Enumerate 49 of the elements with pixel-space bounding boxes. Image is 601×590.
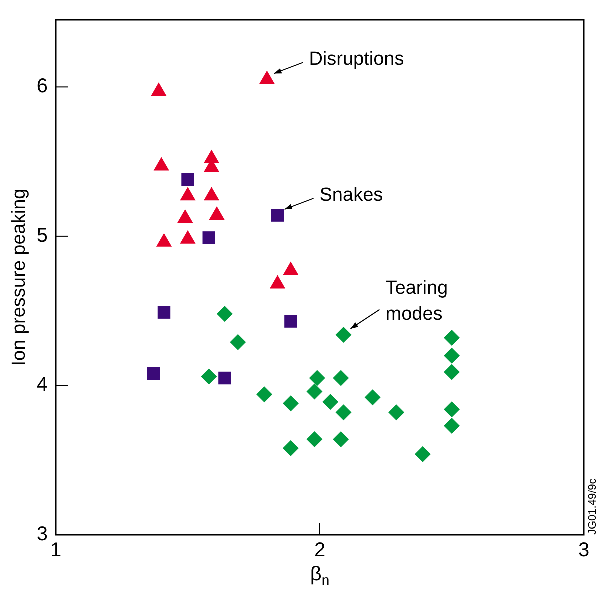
point <box>151 82 167 96</box>
point <box>282 440 299 456</box>
point <box>322 394 339 410</box>
point <box>333 370 350 386</box>
y-tick-label: 5 <box>36 224 48 247</box>
point <box>178 210 194 224</box>
point <box>158 306 171 319</box>
x-tick-label: 2 <box>314 540 326 562</box>
point <box>218 372 232 385</box>
point <box>180 230 196 244</box>
point <box>444 418 460 434</box>
point <box>282 396 299 412</box>
point <box>309 370 326 386</box>
point <box>444 364 460 380</box>
y-axis-title: Ion pressure peaking <box>9 188 30 366</box>
point <box>180 187 196 201</box>
point <box>364 390 381 406</box>
point <box>336 326 352 343</box>
x-tick-label: 3 <box>578 540 590 562</box>
point <box>414 446 431 462</box>
point <box>256 386 273 403</box>
point <box>230 334 246 350</box>
point <box>444 348 460 364</box>
y-tick-label: 6 <box>36 76 48 98</box>
point <box>306 431 323 448</box>
point <box>284 315 298 328</box>
point <box>333 431 350 448</box>
point <box>209 206 225 220</box>
point <box>306 384 323 400</box>
point <box>270 275 286 289</box>
point <box>444 402 460 418</box>
point <box>388 404 405 421</box>
annotation: Snakes <box>320 184 384 206</box>
text: JG01.49/9c <box>587 478 600 535</box>
point <box>259 70 275 84</box>
annotation: Tearing modes <box>386 278 448 326</box>
x-tick-label: 1 <box>50 540 62 562</box>
point <box>444 330 460 346</box>
point <box>156 233 172 247</box>
point <box>154 157 170 171</box>
point <box>201 368 218 385</box>
annotation: Disruptions <box>309 48 404 70</box>
point <box>283 262 299 276</box>
point <box>216 306 233 322</box>
point <box>336 404 352 421</box>
point <box>204 187 220 201</box>
point <box>147 367 160 380</box>
y-tick-label: 3 <box>36 524 48 546</box>
y-tick-label: 4 <box>36 374 48 396</box>
